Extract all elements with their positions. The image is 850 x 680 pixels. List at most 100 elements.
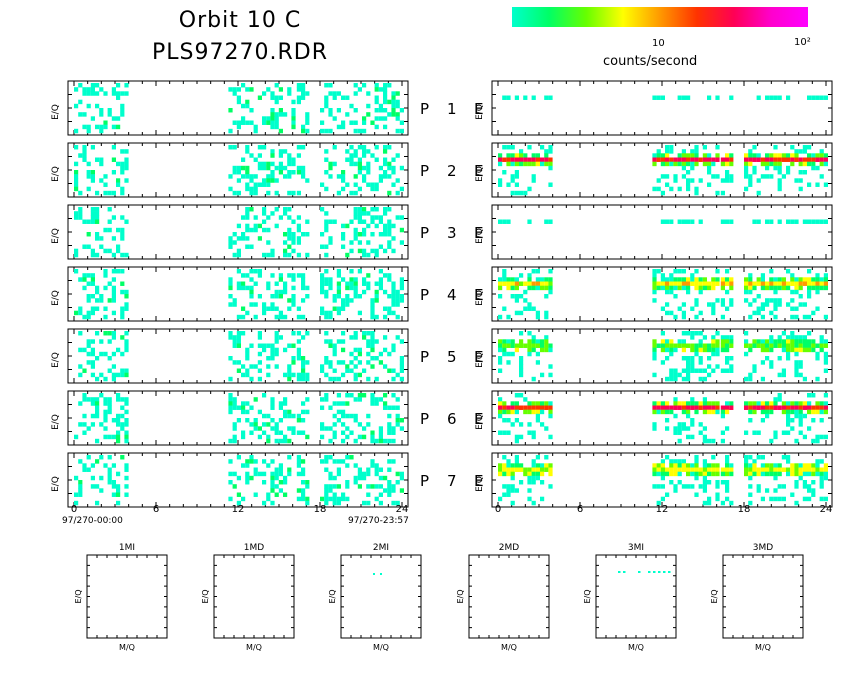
data-cell <box>815 153 820 158</box>
data-cell <box>819 409 824 415</box>
data-cell <box>116 434 121 440</box>
data-cell <box>729 157 734 162</box>
data-cell <box>257 335 262 340</box>
data-cell <box>519 190 524 196</box>
data-cell <box>711 302 716 307</box>
data-cell <box>760 302 765 307</box>
data-cell <box>502 347 507 353</box>
data-cell <box>399 186 404 192</box>
data-cell <box>773 285 778 291</box>
data-cell <box>353 418 358 423</box>
data-cell <box>107 405 112 410</box>
data-cell <box>502 219 507 224</box>
data-cell <box>399 426 404 431</box>
data-cell <box>228 236 233 241</box>
data-cell <box>366 339 371 344</box>
data-cell <box>296 252 301 258</box>
data-cell <box>506 145 511 150</box>
data-cell <box>332 294 337 299</box>
data-cell <box>90 252 95 258</box>
data-cell <box>391 488 396 493</box>
data-cell <box>523 289 528 295</box>
data-cell <box>99 475 104 481</box>
data-cell <box>756 488 761 493</box>
data-cell <box>111 170 116 175</box>
data-cell <box>399 108 404 113</box>
data-cell <box>681 463 686 468</box>
data-cell <box>527 157 532 162</box>
data-cell <box>665 409 670 415</box>
data-cell <box>773 397 778 402</box>
data-cell <box>815 219 820 224</box>
data-cell <box>253 124 258 130</box>
data-cell <box>807 157 812 162</box>
data-cell <box>111 190 116 196</box>
data-cell <box>531 285 536 291</box>
data-cell <box>720 335 725 340</box>
data-cell <box>798 405 803 410</box>
data-cell <box>74 145 79 150</box>
data-cell <box>652 273 657 278</box>
data-cell <box>266 227 271 233</box>
data-cell <box>232 302 237 307</box>
data-cell <box>95 232 100 237</box>
data-cell <box>527 161 532 167</box>
data-cell <box>366 343 371 348</box>
data-cell <box>266 174 271 179</box>
data-cell <box>349 153 354 158</box>
data-cell <box>270 351 275 357</box>
data-cell <box>711 174 716 179</box>
data-cell <box>228 87 233 92</box>
data-cell <box>798 409 803 415</box>
data-cell <box>391 223 396 229</box>
data-cell <box>399 128 404 134</box>
data-cell <box>257 145 262 150</box>
data-cell <box>287 455 292 460</box>
data-cell <box>807 95 812 100</box>
mq-dot <box>658 571 661 573</box>
data-cell <box>798 335 803 340</box>
data-cell <box>320 128 325 134</box>
data-cell <box>236 455 241 460</box>
data-cell <box>78 488 83 493</box>
data-cell <box>773 289 778 295</box>
data-cell <box>748 401 753 406</box>
data-cell <box>274 120 279 125</box>
data-cell <box>82 124 87 130</box>
data-cell <box>811 409 816 415</box>
data-cell <box>257 269 262 274</box>
data-cell <box>773 401 778 406</box>
data-cell <box>362 500 367 506</box>
data-cell <box>245 347 250 353</box>
data-cell <box>357 211 362 216</box>
data-cell <box>531 281 536 286</box>
data-cell <box>95 211 100 216</box>
data-cell <box>74 248 79 254</box>
data-cell <box>241 215 246 220</box>
data-cell <box>296 236 301 241</box>
data-cell <box>535 310 540 316</box>
data-cell <box>266 120 271 125</box>
data-cell <box>366 170 371 175</box>
data-cell <box>287 174 292 179</box>
data-cell <box>777 405 782 410</box>
data-cell <box>744 170 749 175</box>
data-cell <box>673 426 678 431</box>
data-cell <box>514 409 519 415</box>
data-cell <box>702 401 707 406</box>
data-cell <box>531 409 536 415</box>
data-cell <box>287 438 292 444</box>
data-cell <box>686 409 691 415</box>
data-cell <box>103 397 108 402</box>
data-cell <box>777 496 782 502</box>
data-cell <box>769 95 774 100</box>
data-cell <box>383 87 388 92</box>
data-cell <box>802 347 807 353</box>
data-cell <box>527 347 532 353</box>
data-cell <box>399 368 404 373</box>
data-cell <box>257 273 262 278</box>
data-cell <box>236 418 241 423</box>
data-cell <box>544 219 549 224</box>
data-cell <box>278 128 283 134</box>
data-cell <box>124 331 129 336</box>
